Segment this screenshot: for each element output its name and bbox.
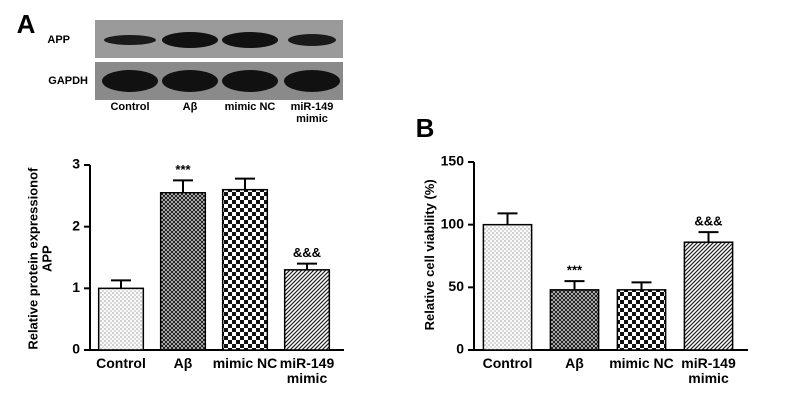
- y-tick-label: 150: [441, 153, 465, 169]
- significance-label: &&&: [293, 245, 321, 260]
- blot-row-label: GAPDH: [48, 75, 88, 87]
- y-tick-label: 0: [72, 341, 80, 357]
- panel-label: B: [416, 113, 435, 143]
- bar: [482, 223, 533, 351]
- bar: [283, 269, 331, 351]
- x-tick-label: Aβ: [565, 355, 584, 371]
- x-tick-label: miR-149 mimic: [279, 355, 335, 386]
- significance-label: ***: [567, 263, 583, 278]
- y-tick-label: 0: [456, 341, 464, 357]
- blot-row-label: APP: [47, 34, 70, 46]
- blot-lane-label: Aβ: [182, 101, 198, 113]
- blot-image: [95, 20, 343, 100]
- x-tick-label: mimic NC: [609, 355, 674, 371]
- y-tick-label: 100: [441, 215, 465, 231]
- x-tick-label: miR-149 mimic: [681, 355, 736, 386]
- y-tick-label: 1: [72, 279, 80, 295]
- significance-label: ***: [175, 162, 191, 177]
- x-tick-label: Control: [96, 355, 146, 371]
- bar: [683, 241, 734, 351]
- x-tick-label: mimic NC: [212, 355, 278, 371]
- significance-label: &&&: [694, 214, 722, 229]
- y-tick-label: 2: [72, 217, 80, 233]
- blot-lane-label: Control: [110, 101, 150, 113]
- blot-lane-label: mimic NC: [224, 101, 276, 113]
- y-axis-label: Relative cell viability (%): [422, 179, 438, 331]
- x-tick-label: Aβ: [173, 355, 193, 371]
- blot-lane-label: miR-149 mimic: [290, 101, 334, 125]
- bar: [97, 287, 145, 351]
- bar: [616, 289, 667, 351]
- bar: [159, 192, 207, 351]
- y-axis-label: Relative protein expressionof APP: [25, 167, 54, 350]
- panel-label: A: [17, 9, 36, 39]
- y-tick-label: 50: [448, 278, 464, 294]
- x-tick-label: Control: [482, 355, 533, 371]
- y-tick-label: 3: [72, 156, 80, 172]
- bar: [549, 289, 600, 351]
- bar: [221, 188, 269, 351]
